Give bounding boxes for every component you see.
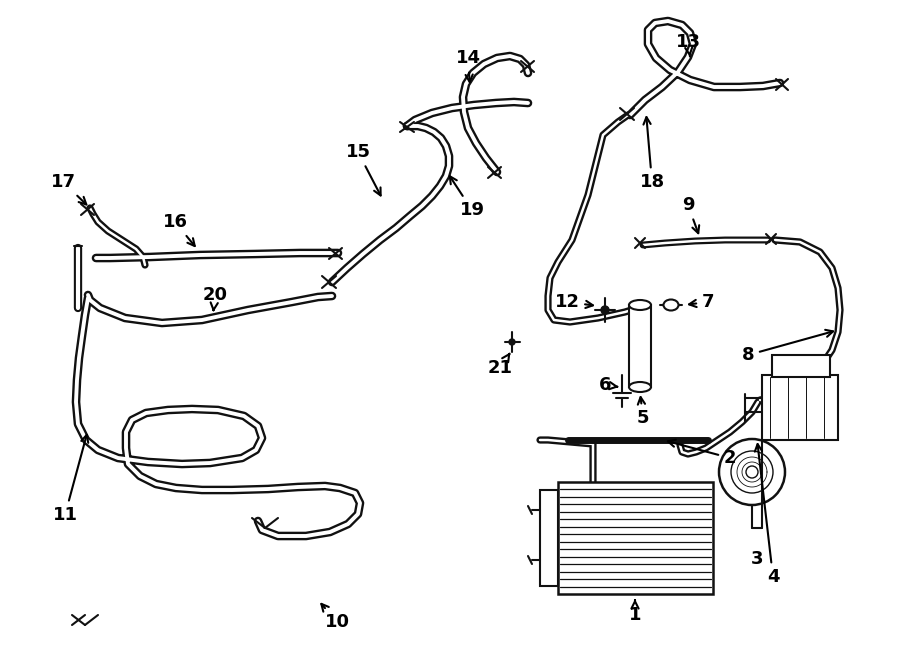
Circle shape — [731, 451, 773, 493]
Text: 9: 9 — [682, 196, 699, 233]
Text: 1: 1 — [629, 600, 641, 624]
Ellipse shape — [629, 382, 651, 392]
Circle shape — [719, 439, 785, 505]
Ellipse shape — [629, 300, 651, 310]
Text: 13: 13 — [676, 33, 700, 57]
Circle shape — [601, 306, 609, 314]
Text: 5: 5 — [637, 397, 649, 427]
Text: 19: 19 — [450, 176, 484, 219]
Text: 3: 3 — [751, 550, 763, 568]
Text: 16: 16 — [163, 213, 194, 246]
Bar — [762, 375, 838, 440]
Text: 8: 8 — [742, 330, 833, 364]
Text: 11: 11 — [52, 435, 88, 524]
Text: 14: 14 — [455, 49, 481, 82]
Circle shape — [746, 466, 758, 478]
Bar — [540, 490, 558, 586]
Circle shape — [509, 339, 515, 345]
Text: 20: 20 — [202, 286, 228, 310]
Text: 17: 17 — [50, 173, 86, 204]
Text: 4: 4 — [755, 444, 779, 586]
Ellipse shape — [663, 299, 679, 311]
Text: 7: 7 — [689, 293, 715, 311]
Text: 10: 10 — [321, 604, 349, 631]
Text: 6: 6 — [598, 376, 617, 394]
Text: 21: 21 — [488, 354, 512, 377]
Text: 12: 12 — [554, 293, 593, 311]
Text: 15: 15 — [346, 143, 381, 196]
Text: 2: 2 — [668, 440, 736, 467]
Text: 18: 18 — [639, 117, 664, 191]
Bar — [558, 482, 713, 594]
Bar — [629, 305, 651, 387]
Bar — [772, 355, 830, 377]
